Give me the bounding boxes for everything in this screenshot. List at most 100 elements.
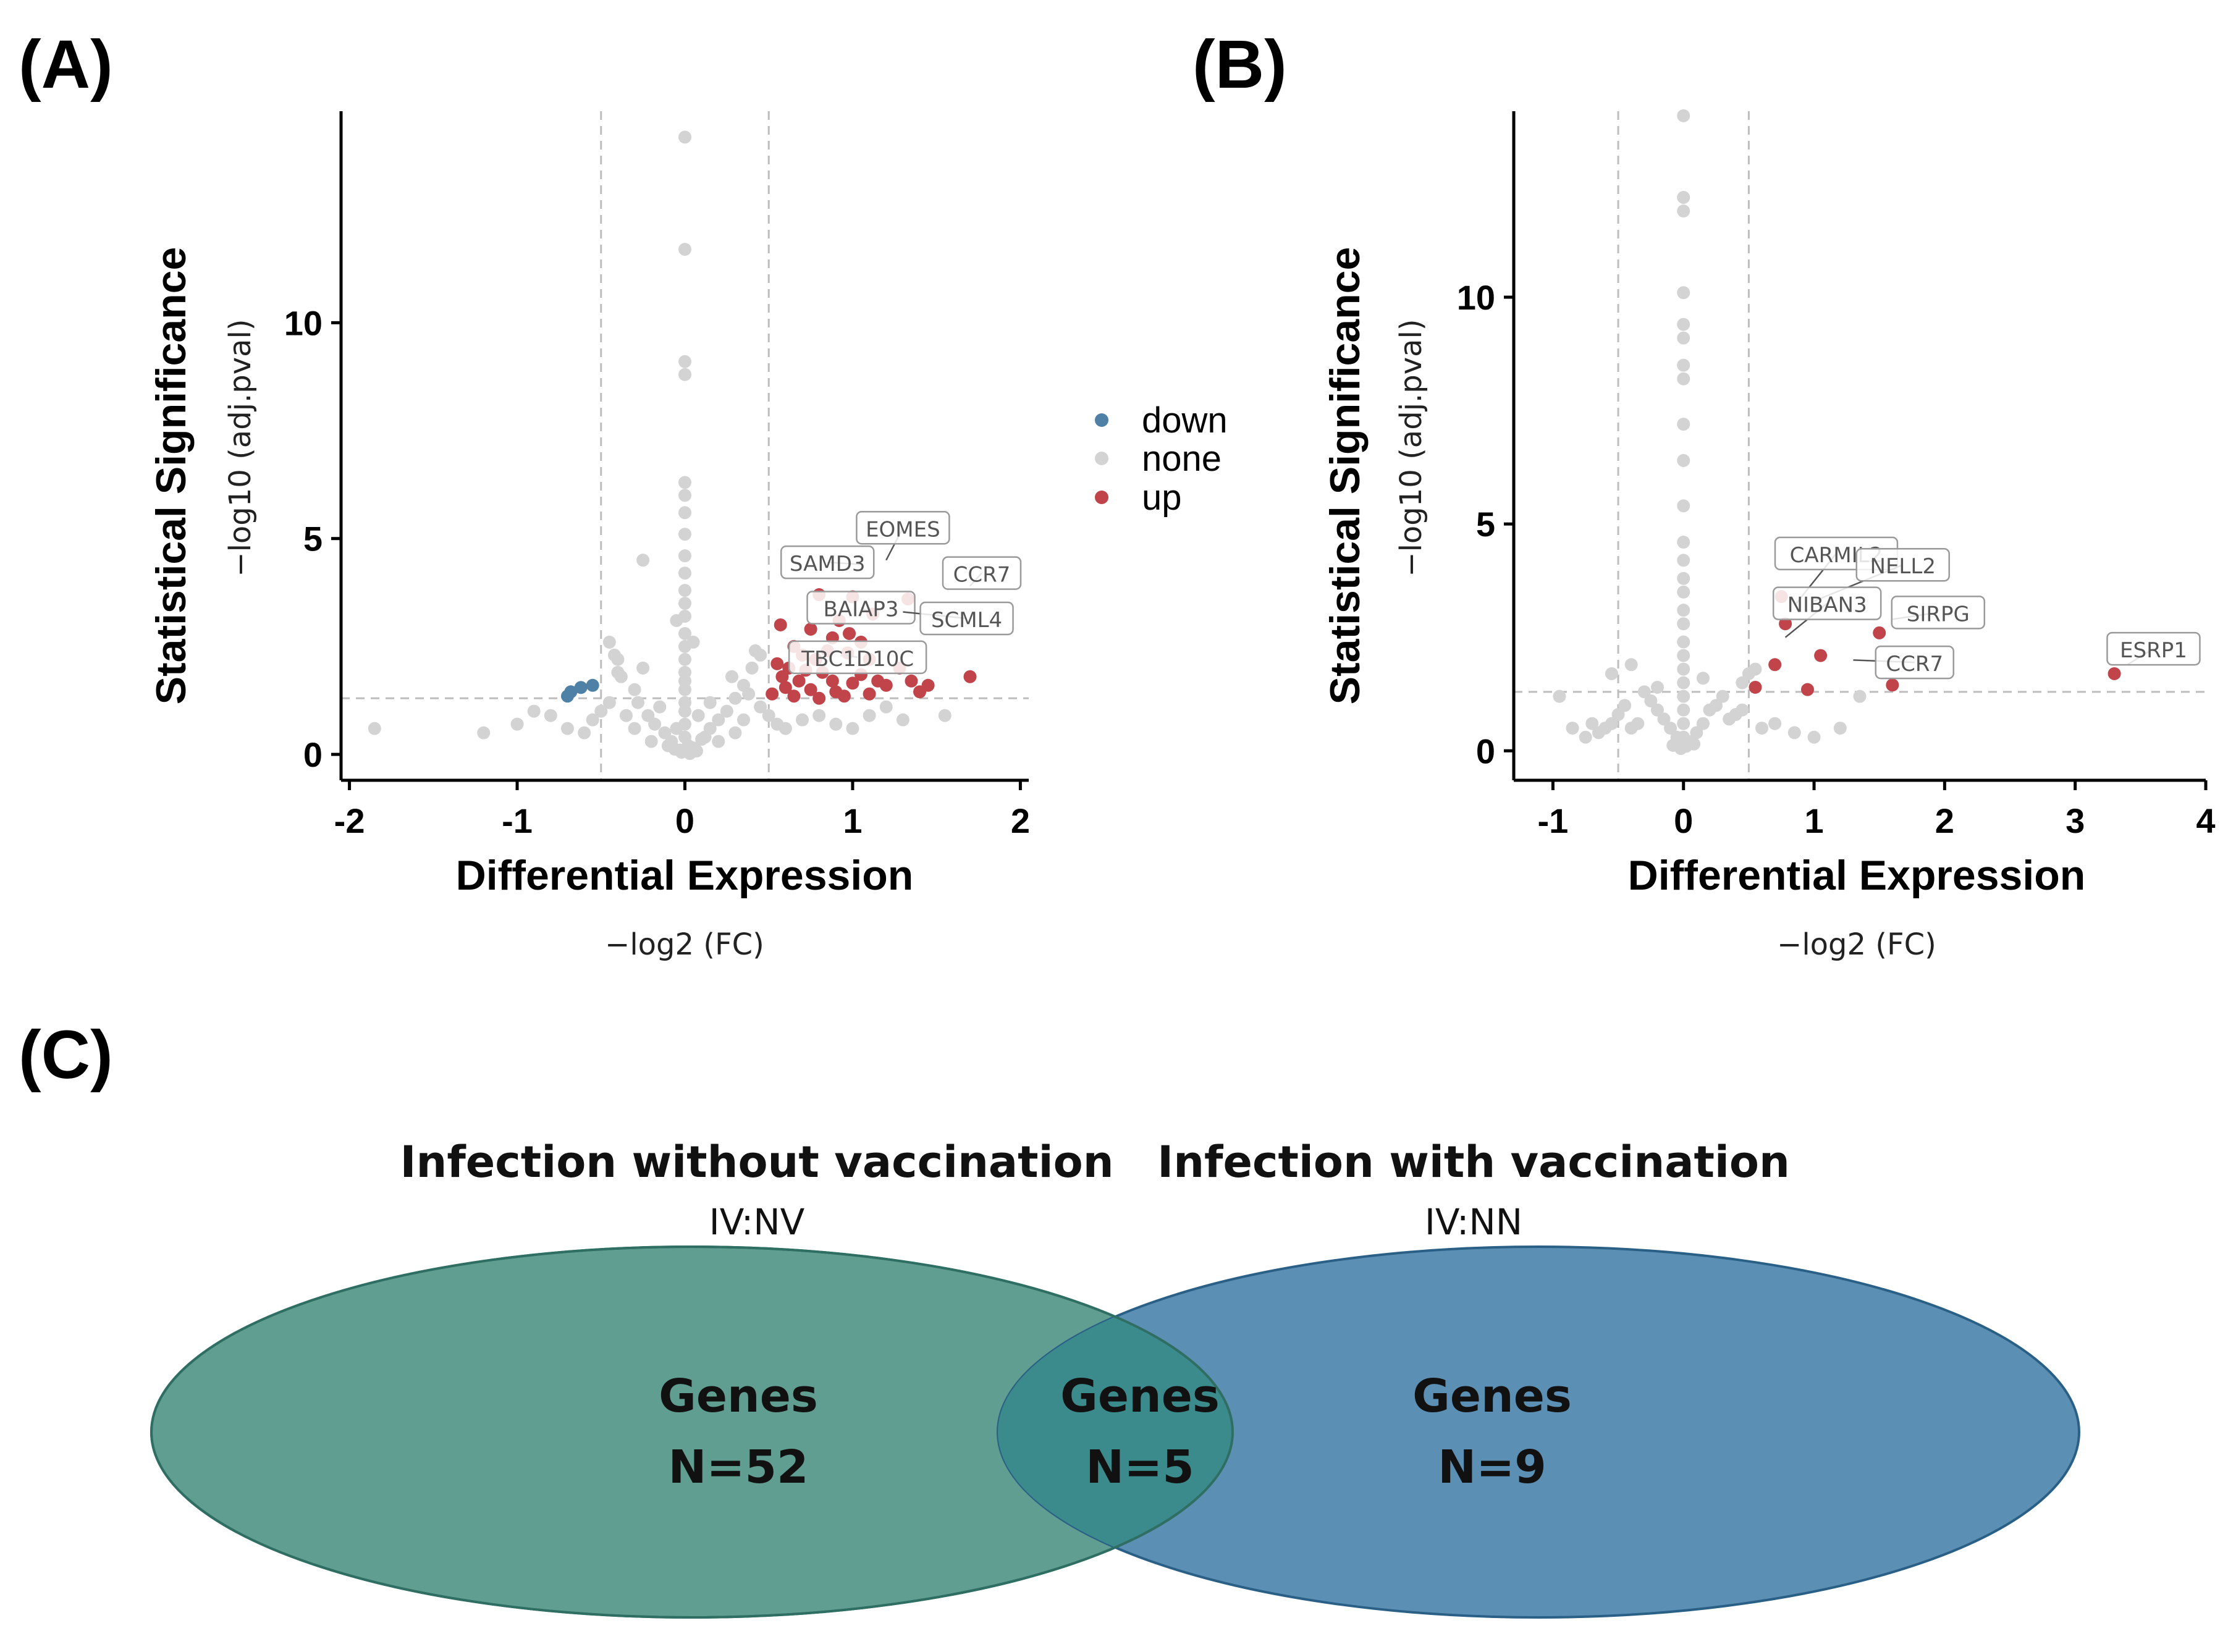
point-none xyxy=(670,613,683,627)
point-none xyxy=(602,696,616,709)
gene-label-box xyxy=(780,545,875,579)
point-none xyxy=(1650,680,1664,694)
legend-marker-down xyxy=(1095,413,1108,427)
point-none xyxy=(636,554,650,567)
point-none xyxy=(1768,717,1782,730)
point-none xyxy=(728,691,742,705)
point-none xyxy=(1677,689,1690,703)
point-none xyxy=(644,735,658,748)
point-none xyxy=(611,665,625,679)
point-none xyxy=(698,730,712,744)
point-none xyxy=(938,709,952,722)
venn-diagram: Infection without vaccination IV:NV Infe… xyxy=(150,1137,2080,1619)
point-up xyxy=(846,676,859,690)
point-none xyxy=(602,635,616,649)
gene-label: SCML4 xyxy=(931,608,1002,633)
gene-label: BAIAP3 xyxy=(824,597,899,622)
point-up xyxy=(1768,658,1782,672)
point-none xyxy=(1677,358,1690,372)
point-none xyxy=(1677,554,1690,567)
gene-label: NIBAN3 xyxy=(1787,593,1867,618)
point-none xyxy=(1677,703,1690,717)
point-up xyxy=(1779,617,1792,631)
point-none xyxy=(1736,703,1749,717)
point-none xyxy=(712,735,725,748)
points-b xyxy=(1553,109,2121,756)
point-none xyxy=(1742,667,1755,680)
point-none xyxy=(1696,672,1710,685)
point-up xyxy=(775,670,789,683)
point-none xyxy=(544,709,557,722)
point-up xyxy=(963,670,977,683)
point-none xyxy=(678,683,691,696)
point-up xyxy=(774,618,787,631)
point-up xyxy=(837,689,851,703)
point-none xyxy=(754,648,767,662)
point-none xyxy=(1833,722,1847,735)
legend: down none up xyxy=(1095,400,1228,518)
point-none xyxy=(762,709,775,722)
ticks-b: -1 0 1 2 3 4 0 5 10 xyxy=(1457,278,2216,840)
point-none xyxy=(678,584,691,597)
x-tick-label: 1 xyxy=(1804,801,1823,840)
gene-label: EOMES xyxy=(866,517,940,542)
point-none xyxy=(863,709,876,722)
x-axis-subtitle-a: −log2 (FC) xyxy=(605,927,764,962)
point-down xyxy=(586,678,599,692)
y-tick-label: 10 xyxy=(284,303,323,342)
point-none xyxy=(728,726,742,740)
gene-label: CCR7 xyxy=(953,563,1011,588)
point-none xyxy=(1566,722,1579,735)
point-up xyxy=(766,687,779,701)
point-down xyxy=(564,685,578,699)
point-none xyxy=(678,652,691,666)
gene-label-box xyxy=(1772,586,1882,620)
point-none xyxy=(754,700,767,714)
point-none xyxy=(1677,571,1690,585)
point-none xyxy=(1787,726,1801,740)
x-tick-label: 0 xyxy=(1674,801,1693,840)
point-none xyxy=(678,567,691,580)
point-up xyxy=(804,622,817,636)
point-none xyxy=(1664,722,1677,735)
gene-label-box xyxy=(919,601,1014,636)
x-tick-label: 1 xyxy=(843,801,862,840)
venn-left-title: Infection without vaccination xyxy=(400,1137,1113,1187)
y-tick-label: 0 xyxy=(303,735,323,774)
point-none xyxy=(1853,689,1867,703)
point-none xyxy=(636,661,650,675)
gene-label-box xyxy=(788,640,927,675)
point-up xyxy=(792,674,806,688)
point-none xyxy=(829,717,843,731)
point-none xyxy=(1677,649,1690,662)
point-none xyxy=(1677,604,1690,617)
point-none xyxy=(1611,708,1625,722)
point-none xyxy=(1677,286,1690,300)
gene-label-box xyxy=(806,591,916,625)
point-none xyxy=(896,713,909,727)
y-tick-label: 5 xyxy=(303,520,323,558)
point-none xyxy=(1677,617,1690,631)
point-none xyxy=(1687,737,1701,751)
point-none xyxy=(1585,717,1599,730)
venn-right-subtitle: IV:NN xyxy=(1425,1201,1522,1243)
point-none xyxy=(678,243,691,256)
point-none xyxy=(368,722,381,735)
point-none xyxy=(1637,685,1651,699)
point-none xyxy=(641,709,655,722)
point-none xyxy=(1677,318,1690,331)
venn-right-label: Genes xyxy=(1412,1370,1572,1423)
venn-overlap-count: N=5 xyxy=(1086,1441,1194,1494)
point-none xyxy=(678,506,691,520)
y-axis-subtitle-b: −log10 (adj.pval) xyxy=(1394,319,1428,576)
point-up xyxy=(913,685,927,699)
x-tick-label: -1 xyxy=(502,801,533,840)
point-up xyxy=(804,683,817,696)
point-none xyxy=(658,726,672,740)
point-none xyxy=(527,704,541,718)
point-none xyxy=(1690,726,1703,740)
point-none xyxy=(1696,717,1710,730)
